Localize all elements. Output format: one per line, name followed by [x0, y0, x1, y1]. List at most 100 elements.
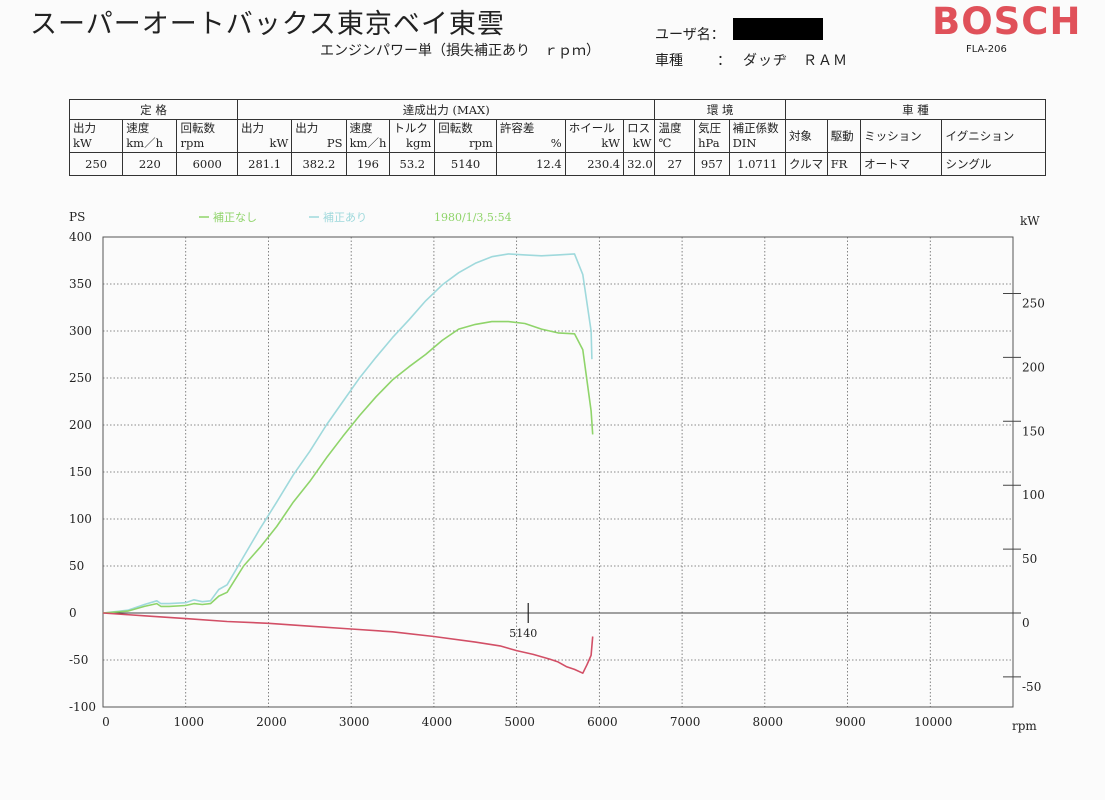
table-header-cell: 対象	[784, 119, 828, 153]
x-tick-label: 5000	[504, 715, 535, 729]
table-header-cell: 出力 PS	[291, 119, 347, 153]
group-vehicle: 車 種	[784, 99, 1047, 120]
y-tick-label-left: 400	[69, 230, 92, 244]
table-header-cell: 気圧 hPa	[694, 119, 730, 153]
header-unit: %	[550, 136, 562, 150]
header-unit: kgm	[406, 136, 432, 150]
x-tick-label: 1000	[173, 715, 204, 729]
x-tick-label: 3000	[339, 715, 370, 729]
header-label: 速度	[126, 121, 150, 135]
y-tick-label-right: -50	[1022, 680, 1041, 694]
table-value-cell: 12.4	[495, 152, 566, 176]
header-unit: km／h	[126, 136, 163, 150]
table-header-cell: イグニション	[941, 119, 1046, 153]
table-header-cell: 温度 ℃	[654, 119, 696, 153]
table-value-cell: 6000	[176, 152, 239, 176]
plot-frame	[102, 236, 1014, 708]
shop-title: スーパーオートバックス東京ベイ東雲	[30, 9, 505, 40]
x-tick-label: 9000	[835, 715, 866, 729]
header-unit: rpm	[469, 136, 493, 150]
header-label: 出力	[241, 121, 265, 135]
redacted-user-name	[733, 18, 823, 40]
header-unit: km／h	[349, 136, 387, 150]
y-tick-label-left: 300	[69, 324, 92, 338]
table-value-cell: FR	[826, 152, 862, 176]
table-value-cell: オートマ	[860, 152, 943, 176]
x-tick-label: 2000	[256, 715, 287, 729]
y-axis-label-left: PS	[69, 210, 85, 224]
header-unit: DIN	[732, 136, 757, 150]
header-label: 補正係数	[732, 121, 779, 135]
table-value-cell: 220	[122, 152, 178, 176]
header-label: ミッション	[864, 128, 922, 143]
y-tick-label-left: -50	[69, 653, 88, 667]
table-value-cell: 281.1	[237, 152, 293, 176]
y-tick-label-left: 150	[69, 465, 92, 479]
measurement-table: 定 格 達成出力 (MAX) 環 境 車 種 出力 kW 速度 km／h 回転数 rpm 出…	[68, 99, 1047, 176]
header-label: トルク	[393, 121, 428, 135]
header-label: 対象	[788, 128, 812, 143]
power-chart: 0 1000 2000 3000 4000 5000 6000 7000 8000 9000 100…	[69, 210, 1045, 733]
header-unit: hPa	[698, 136, 720, 150]
x-tick-label: 0	[102, 715, 110, 729]
header-label: ロス	[627, 121, 651, 135]
y-tick-label-right: 150	[1022, 424, 1045, 438]
table-header-cell: 補正係数 DIN	[728, 119, 786, 153]
y-tick-label-right: 200	[1022, 360, 1045, 374]
legend-label: 1980/1/3,5:54	[434, 211, 512, 224]
group-environment: 環 境	[654, 99, 786, 120]
table-value-cell: 53.2	[389, 152, 436, 176]
header-label: 気圧	[698, 121, 722, 135]
table-value-cell: 32.0	[623, 152, 656, 176]
table-header-cell: 速度 km／h	[122, 119, 178, 153]
table-group-row: 定 格 達成出力 (MAX) 環 境 車 種	[68, 99, 1047, 120]
header-label: 温度	[658, 121, 682, 135]
header-label: イグニション	[945, 128, 1015, 143]
group-rated: 定 格	[68, 99, 239, 120]
table-header-cell: 速度 km／h	[345, 119, 391, 153]
table-value-cell: 382.2	[291, 152, 347, 176]
x-tick-label: 4000	[422, 715, 453, 729]
table-value-cell: 957	[694, 152, 730, 176]
table-value-cell: クルマ	[784, 152, 828, 176]
x-tick-label: 6000	[587, 715, 618, 729]
vehicle-value: ダッヂ ＲＡＭ	[743, 53, 848, 69]
header-label: 速度	[349, 121, 373, 135]
y-tick-label-left: 0	[69, 606, 77, 620]
group-achieved: 達成出力 (MAX)	[237, 99, 656, 120]
table-header-cell: 許容差%	[495, 119, 566, 153]
legend-label: 補正なし	[213, 211, 257, 224]
x-tick-label: 7000	[670, 715, 701, 729]
y-axis-label-right: kW	[1020, 214, 1040, 228]
header-unit: kW	[269, 136, 289, 150]
y-tick-label-left: 250	[69, 371, 92, 385]
model-code: FLA-206	[966, 44, 1007, 55]
header-label: 許容差	[499, 121, 535, 135]
y-tick-label-left: 350	[69, 277, 92, 291]
header-label: 回転数	[180, 121, 215, 135]
table-value-cell: 196	[345, 152, 391, 176]
header-label: 駆動	[830, 128, 854, 143]
loss-line	[102, 612, 594, 674]
header-label: 出力	[295, 121, 319, 135]
header-unit: kW	[601, 136, 621, 150]
legend-label: 補正あり	[323, 211, 367, 224]
table-value-cell: シングル	[941, 152, 1046, 176]
y-tick-label-left: 100	[69, 512, 92, 526]
header-unit: kW	[632, 136, 652, 150]
table-header-row: 出力 kW 速度 km／h 回転数 rpm 出力 kW 出力 PS 速度 km／h トルク kgm 回転数 r…	[68, 119, 1046, 153]
power-corrected-line	[102, 253, 593, 614]
header-label: 回転数	[438, 121, 473, 135]
table-header-cell: 回転数 rpm	[434, 119, 497, 153]
header-unit: rpm	[180, 136, 205, 150]
y-tick-label-right: 50	[1022, 552, 1037, 566]
table-header-cell: ロス kW	[623, 119, 656, 153]
table-header-cell: 回転数 rpm	[176, 119, 239, 153]
y-tick-label-left: 200	[69, 418, 92, 432]
vehicle-label: 車種	[655, 53, 683, 69]
table-header-cell: トルク kgm	[389, 119, 436, 153]
x-axis-label: rpm	[1012, 719, 1037, 733]
table-value-cell: 5140	[434, 152, 497, 176]
table-value-cell: 230.4	[564, 152, 625, 176]
peak-marker-label: 5140	[509, 627, 537, 640]
